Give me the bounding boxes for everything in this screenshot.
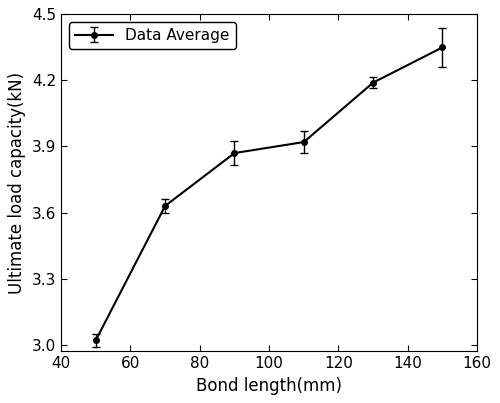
X-axis label: Bond length(mm): Bond length(mm) — [196, 377, 342, 395]
Legend: Data Average: Data Average — [69, 22, 236, 49]
Y-axis label: Ultimate load capacity(kN): Ultimate load capacity(kN) — [8, 72, 26, 294]
